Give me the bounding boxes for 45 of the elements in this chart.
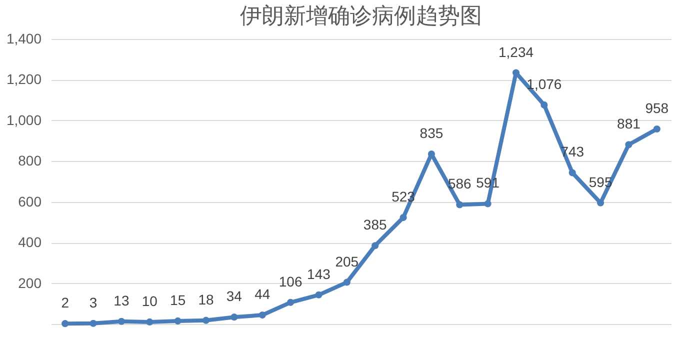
data-label: 44 xyxy=(254,286,270,302)
data-label: 106 xyxy=(278,273,302,290)
y-tick-label: 400 xyxy=(18,234,42,250)
data-label: 1,076 xyxy=(526,76,562,92)
point xyxy=(653,125,660,133)
data-label: 34 xyxy=(226,288,242,304)
y-tick-label: 1,200 xyxy=(6,71,42,88)
point xyxy=(287,298,294,306)
point xyxy=(230,314,238,321)
y-tick-label: 1,400 xyxy=(6,30,42,46)
point xyxy=(62,320,69,328)
point xyxy=(315,291,322,298)
chart-title: 伊朗新增确诊病例趋势图 xyxy=(240,4,482,29)
data-label: 385 xyxy=(363,216,387,233)
data-label: 835 xyxy=(420,125,444,142)
y-tick-label: 200 xyxy=(18,274,42,291)
point xyxy=(625,141,632,148)
data-label: 18 xyxy=(198,291,214,308)
data-label: 13 xyxy=(114,292,130,308)
point xyxy=(343,278,350,286)
point xyxy=(118,318,125,325)
data-label: 15 xyxy=(170,292,186,308)
point xyxy=(400,214,407,222)
point xyxy=(146,318,154,326)
y-tick-label: 1,000 xyxy=(6,112,42,128)
point xyxy=(568,169,576,176)
point xyxy=(202,316,210,324)
data-label: 3 xyxy=(89,294,98,310)
point xyxy=(258,312,266,319)
point xyxy=(372,242,379,250)
data-label: 2 xyxy=(61,294,70,311)
data-label: 881 xyxy=(617,116,641,132)
y-tick-label: 800 xyxy=(18,152,42,169)
point xyxy=(540,101,548,108)
data-label: 10 xyxy=(142,292,158,309)
data-label: 958 xyxy=(645,100,669,116)
y-tick-label: 600 xyxy=(18,193,42,210)
data-label: 143 xyxy=(307,266,331,282)
point xyxy=(456,201,464,208)
point xyxy=(174,317,182,324)
point xyxy=(484,200,492,208)
data-label: 205 xyxy=(335,253,359,270)
point xyxy=(90,320,97,327)
point xyxy=(512,69,520,76)
data-label: 1,234 xyxy=(498,44,534,60)
